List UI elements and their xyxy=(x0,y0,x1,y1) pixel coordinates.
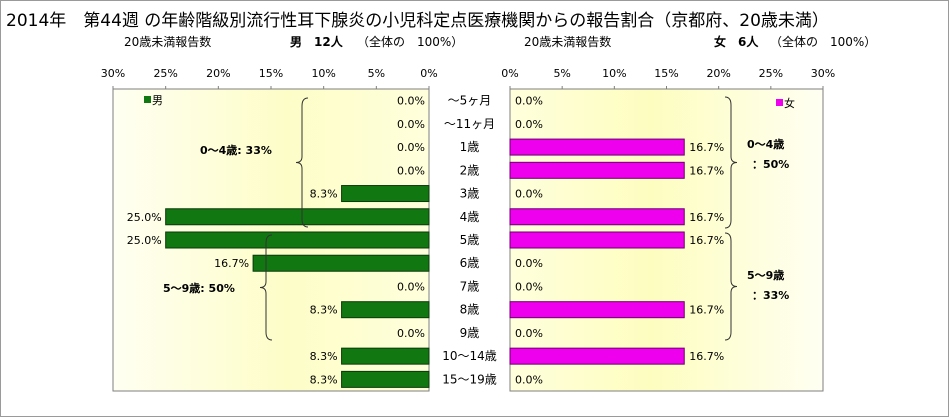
male-axis-tick: 20% xyxy=(206,67,230,80)
male-value-label: 0.0% xyxy=(397,141,425,154)
female-bar xyxy=(509,138,685,156)
female-axis-tick: 30% xyxy=(811,67,835,80)
male-5-9-brace xyxy=(259,234,273,341)
female-bar xyxy=(509,231,685,249)
male-legend-label: 男 xyxy=(152,94,163,107)
male-bar xyxy=(341,185,430,203)
female-0-4-annotation-line2: ：50% xyxy=(752,158,789,171)
female-axis-tick: 0% xyxy=(501,67,518,80)
female-value-label: 16.7% xyxy=(689,141,724,154)
male-value-label: 0.0% xyxy=(397,95,425,108)
female-legend-label: 女 xyxy=(784,96,795,110)
female-value-label: 16.7% xyxy=(689,304,724,317)
female-bar xyxy=(509,208,685,226)
male-0-4-annotation: 0～4歳: 33% xyxy=(200,143,272,157)
male-value-label: 0.0% xyxy=(397,327,425,340)
age-category-label: 10～14歳 xyxy=(442,349,497,363)
female-value-label: 0.0% xyxy=(515,280,543,293)
male-axis-tick: 15% xyxy=(259,67,283,80)
female-axis-tick: 10% xyxy=(602,67,626,80)
male-value-label: 25.0% xyxy=(127,211,162,224)
female-5-9-brace xyxy=(724,232,738,341)
age-category-label: 4歳 xyxy=(460,210,480,224)
female-value-label: 0.0% xyxy=(515,95,543,108)
female-report-label: 20歳未満報告数 xyxy=(524,35,612,49)
female-value-label: 16.7% xyxy=(689,211,724,224)
female-bar xyxy=(509,347,685,365)
female-bar xyxy=(509,161,685,179)
age-category-label: ～5ヶ月 xyxy=(448,94,492,108)
male-bar xyxy=(165,231,430,249)
female-value-label: 16.7% xyxy=(689,234,724,247)
age-category-label: ～11ヶ月 xyxy=(444,117,495,131)
male-bar xyxy=(165,208,430,226)
age-category-label: 15～19歳 xyxy=(442,372,497,386)
male-bar xyxy=(341,347,430,365)
female-value-label: 16.7% xyxy=(689,350,724,363)
female-5-9-annotation-line2: ：33% xyxy=(752,289,789,302)
male-value-label: 16.7% xyxy=(214,257,249,270)
age-category-label: 6歳 xyxy=(460,256,480,270)
male-5-9-annotation: 5～9歳: 50% xyxy=(163,281,235,295)
male-value-label: 8.3% xyxy=(310,350,338,363)
male-axis-tick: 30% xyxy=(101,67,125,80)
male-value-label: 8.3% xyxy=(310,188,338,201)
age-category-label: 3歳 xyxy=(460,187,480,201)
female-value-label: 16.7% xyxy=(689,164,724,177)
age-category-label: 9歳 xyxy=(460,326,480,340)
female-value-label: 0.0% xyxy=(515,188,543,201)
male-value-label: 8.3% xyxy=(310,373,338,386)
male-axis-tick: 0% xyxy=(420,67,437,80)
female-axis-tick: 25% xyxy=(759,67,783,80)
age-category-label: 7歳 xyxy=(460,279,480,293)
female-value-label: 0.0% xyxy=(515,373,543,386)
male-value-label: 0.0% xyxy=(397,164,425,177)
female-value-label: 0.0% xyxy=(515,257,543,270)
female-total: （全体の 100%） xyxy=(770,35,877,49)
female-value-label: 0.0% xyxy=(515,118,543,131)
age-category-label: 5歳 xyxy=(460,233,480,247)
male-bar xyxy=(341,370,430,388)
age-category-label: 1歳 xyxy=(460,140,480,154)
chart-title: 2014年 第44週 の年齢階級別流行性耳下腺炎の小児科定点医療機関からの報告割… xyxy=(6,11,829,31)
female-0-4-annotation-line1: 0～4歳 xyxy=(747,137,784,151)
age-category-label: 2歳 xyxy=(460,163,480,177)
male-bar xyxy=(341,301,430,319)
female-value-label: 0.0% xyxy=(515,327,543,340)
male-axis-tick: 5% xyxy=(368,67,385,80)
male-total: （全体の 100%） xyxy=(357,35,464,49)
female-0-4-brace xyxy=(724,96,738,229)
female-count: 女 6人 xyxy=(714,35,759,49)
male-value-label: 0.0% xyxy=(397,280,425,293)
female-axis-tick: 20% xyxy=(706,67,730,80)
female-axis-tick: 5% xyxy=(553,67,570,80)
male-bar xyxy=(252,254,430,272)
age-category-label: 8歳 xyxy=(460,303,480,317)
female-bar xyxy=(509,301,685,319)
male-value-label: 8.3% xyxy=(310,304,338,317)
male-count: 男 12人 xyxy=(290,35,343,49)
female-axis-tick: 15% xyxy=(654,67,678,80)
male-legend-swatch xyxy=(144,96,151,103)
female-legend-swatch xyxy=(776,99,783,106)
male-value-label: 25.0% xyxy=(127,234,162,247)
male-0-4-brace xyxy=(295,97,309,228)
male-value-label: 0.0% xyxy=(397,118,425,131)
male-report-label: 20歳未満報告数 xyxy=(124,35,212,49)
female-5-9-annotation-line1: 5～9歳 xyxy=(747,268,784,282)
male-axis-tick: 10% xyxy=(311,67,335,80)
male-axis-tick: 25% xyxy=(153,67,177,80)
